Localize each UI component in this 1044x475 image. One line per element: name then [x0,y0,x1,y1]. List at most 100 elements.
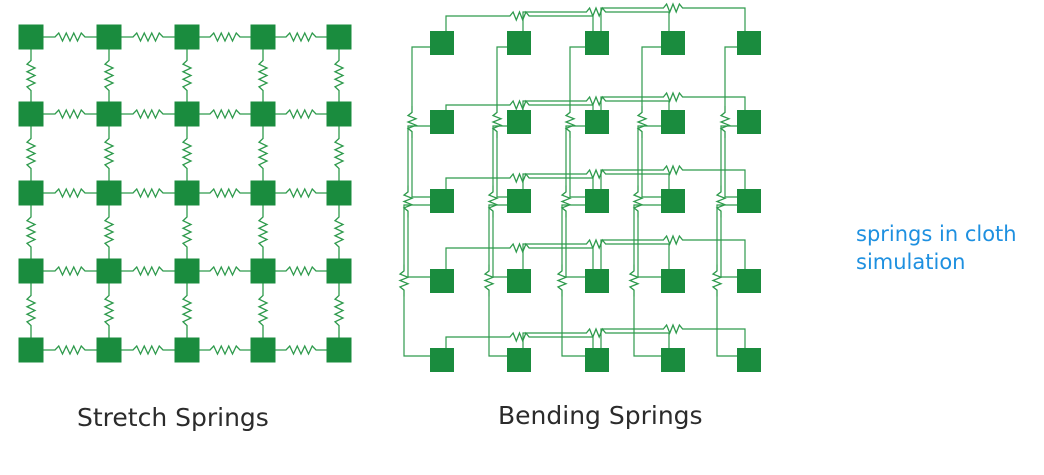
stretch-grid-node [96,101,122,127]
stretch-spring-horizontal [121,108,175,120]
bending-grid-node [737,269,761,293]
bending-spring-wire [445,177,504,189]
stretch-spring-horizontal [199,265,251,277]
stretch-spring-vertical [103,205,115,259]
bending-spring-wire [522,243,580,269]
stretch-spring-vertical [333,49,345,102]
bending-spring-wire [612,243,670,269]
stretch-grid-node [250,101,276,127]
bending-grid-node [585,31,609,55]
stretch-spring-vertical [257,205,269,259]
bending-spring-vertical [711,264,723,297]
bending-spring-horizontal [580,95,612,107]
stretch-spring-vertical [181,283,193,338]
bending-spring-vertical [398,264,410,297]
stretch-spring-horizontal [199,344,251,356]
bending-spring-wire [569,138,585,198]
bending-spring-wire [407,217,430,278]
bending-grid-node [737,189,761,213]
bending-spring-vertical [491,106,503,138]
bending-spring-wire [535,15,594,31]
stretch-spring-vertical [25,126,37,181]
bending-grid-node [507,110,531,134]
stretch-spring-vertical [25,283,37,338]
bending-spring-wire [600,96,657,110]
bending-grid-node [430,348,454,372]
stretch-grid-node [326,258,352,284]
stretch-grid-node [18,101,44,127]
stretch-springs-grid [18,24,352,363]
stretch-grid-node [174,180,200,206]
bending-spring-horizontal [580,238,612,250]
bending-spring-wire [565,217,585,278]
stretch-grid-node [96,337,122,363]
bending-grid-node [737,348,761,372]
bending-spring-wire [689,328,746,348]
bending-spring-vertical [556,264,568,297]
stretch-spring-vertical [181,205,193,259]
bending-spring-wire [689,239,746,269]
stretch-grid-node [174,101,200,127]
bending-spring-wire [612,332,670,348]
stretch-spring-horizontal [43,31,97,43]
bending-spring-wire [445,247,504,269]
stretch-grid-node [174,337,200,363]
stretch-spring-horizontal [275,187,327,199]
bending-grid-node [430,31,454,55]
bending-spring-wire [637,217,661,278]
bending-spring-horizontal [503,10,536,22]
bending-spring-wire [720,217,737,278]
bending-spring-wire [600,328,657,348]
bending-spring-vertical [483,264,495,297]
bending-grid-node [737,110,761,134]
stretch-spring-vertical [257,126,269,181]
stretch-spring-horizontal [121,344,175,356]
stretch-grid-node [326,180,352,206]
bending-spring-wire [445,336,504,348]
bending-spring-wire [535,247,594,269]
bending-spring-vertical [719,106,731,138]
stretch-spring-vertical [333,283,345,338]
stretch-grid-node [18,180,44,206]
bending-spring-wire [445,104,504,110]
stretch-spring-vertical [181,49,193,102]
stretch-grid-node [250,180,276,206]
bending-spring-wire [633,296,661,357]
stretch-spring-horizontal [275,265,327,277]
stretch-grid-node [18,24,44,50]
bending-spring-horizontal [657,323,689,335]
bending-spring-wire [641,46,661,106]
stretch-springs-caption: Stretch Springs [77,403,269,432]
side-note-line-1: springs in cloth [856,222,1017,246]
bending-spring-wire [535,177,594,189]
stretch-spring-horizontal [121,187,175,199]
bending-spring-wire [492,125,507,186]
stretch-spring-horizontal [43,108,97,120]
bending-spring-horizontal [503,172,536,184]
bending-spring-wire [407,125,430,186]
bending-spring-wire [724,138,737,198]
stretch-grid-node [326,24,352,50]
bending-grid-node [507,189,531,213]
bending-spring-wire [522,173,580,189]
bending-grid-node [430,269,454,293]
stretch-spring-horizontal [275,31,327,43]
stretch-grid-node [96,258,122,284]
stretch-grid-node [174,258,200,284]
bending-grid-node [507,348,531,372]
bending-spring-wire [689,169,746,189]
bending-spring-wire [411,46,430,106]
bending-spring-vertical [406,106,418,138]
bending-spring-horizontal [657,234,689,246]
bending-spring-horizontal [580,6,612,18]
stretch-spring-vertical [103,126,115,181]
bending-spring-wire [496,138,507,198]
bending-spring-wire [569,46,585,106]
bending-springs-grid [398,2,761,372]
bending-grid-node [585,348,609,372]
bending-spring-horizontal [580,168,612,180]
bending-grid-node [507,269,531,293]
stretch-spring-vertical [103,283,115,338]
bending-spring-wire [689,96,746,110]
